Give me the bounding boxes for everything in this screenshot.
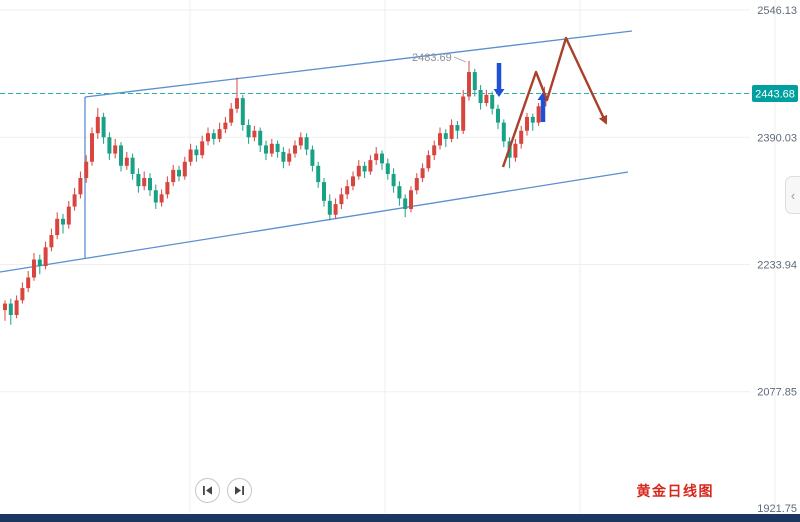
sidebar-collapse-tab[interactable]: ‹: [785, 176, 800, 214]
bottom-bar: [0, 514, 800, 522]
svg-text:2233.94: 2233.94: [757, 260, 797, 272]
projection-path[interactable]: [501, 36, 608, 168]
svg-text:2546.13: 2546.13: [757, 5, 797, 17]
skip-back-button[interactable]: [195, 478, 220, 503]
svg-text:2443.68: 2443.68: [755, 89, 795, 101]
playback-controls: [195, 478, 252, 503]
peak-annotation: 2483.69: [412, 52, 467, 64]
skip-forward-icon: [235, 486, 244, 495]
skip-forward-button[interactable]: [227, 478, 252, 503]
svg-text:2390.03: 2390.03: [757, 132, 797, 144]
chevron-left-icon: ‹: [790, 187, 796, 203]
candles: [3, 60, 547, 325]
svg-text:2077.85: 2077.85: [757, 387, 797, 399]
gridlines: [0, 0, 776, 520]
svg-text:1921.75: 1921.75: [757, 503, 797, 515]
trend-channel[interactable]: [0, 30, 633, 273]
y-axis-labels: 2546.13 2390.03 2233.94 2077.85 1921.75: [757, 5, 797, 515]
chart-title: 黄金日线图: [636, 485, 714, 500]
skip-back-icon: [203, 486, 212, 495]
current-price-label: 2443.68: [752, 85, 798, 103]
svg-text:2483.69: 2483.69: [412, 52, 452, 64]
